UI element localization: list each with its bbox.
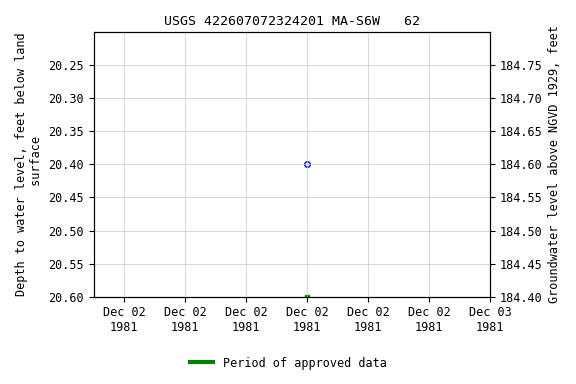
Legend: Period of approved data: Period of approved data (185, 352, 391, 374)
Y-axis label: Depth to water level, feet below land
 surface: Depth to water level, feet below land su… (15, 33, 43, 296)
Title: USGS 422607072324201 MA-S6W   62: USGS 422607072324201 MA-S6W 62 (164, 15, 420, 28)
Y-axis label: Groundwater level above NGVD 1929, feet: Groundwater level above NGVD 1929, feet (548, 25, 561, 303)
